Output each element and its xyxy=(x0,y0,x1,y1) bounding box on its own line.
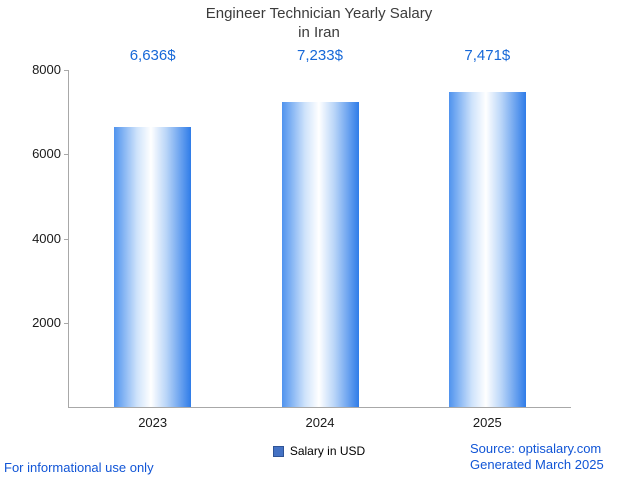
bar-value-label: 7,233$ xyxy=(297,47,343,64)
bar-2024 xyxy=(281,102,359,407)
y-axis-tick-label: 4000 xyxy=(32,230,61,246)
footer-disclaimer: For informational use only xyxy=(4,460,154,475)
y-axis-tick-mark xyxy=(64,70,69,71)
y-axis-tick-label: 2000 xyxy=(32,314,61,330)
bar-2023 xyxy=(114,127,192,407)
chart-title: Engineer Technician Yearly Salary in Ira… xyxy=(205,5,433,41)
y-axis-tick-label: 8000 xyxy=(32,62,61,77)
legend-marker-icon xyxy=(272,445,284,457)
bar-2025 xyxy=(448,92,526,407)
bar-value-label: 7,471$ xyxy=(464,47,511,64)
y-axis-tick-mark xyxy=(64,238,69,240)
y-axis-tick-mark xyxy=(64,322,69,324)
footer-source: Source: optisalary.com xyxy=(470,441,602,456)
y-axis-tick-mark xyxy=(64,154,69,156)
bar-value-label: 6,636$ xyxy=(129,47,176,64)
plot-area: 2000 4000 6000 8000 6,636$ 2023 7,233$ 2024 7,47… xyxy=(32,47,571,430)
legend: Salary in USD xyxy=(0,444,638,458)
footer-source-block: Source: optisalary.com Generated March 2… xyxy=(470,441,604,474)
y-axis-tick-label: 6000 xyxy=(32,146,61,162)
legend-label: Salary in USD xyxy=(289,444,366,458)
x-axis-tick-label: 2024 xyxy=(305,415,335,430)
x-axis-tick-label: 2023 xyxy=(138,415,168,430)
footer-generated: Generated March 2025 xyxy=(470,457,604,473)
x-axis-tick-label: 2025 xyxy=(472,415,502,430)
